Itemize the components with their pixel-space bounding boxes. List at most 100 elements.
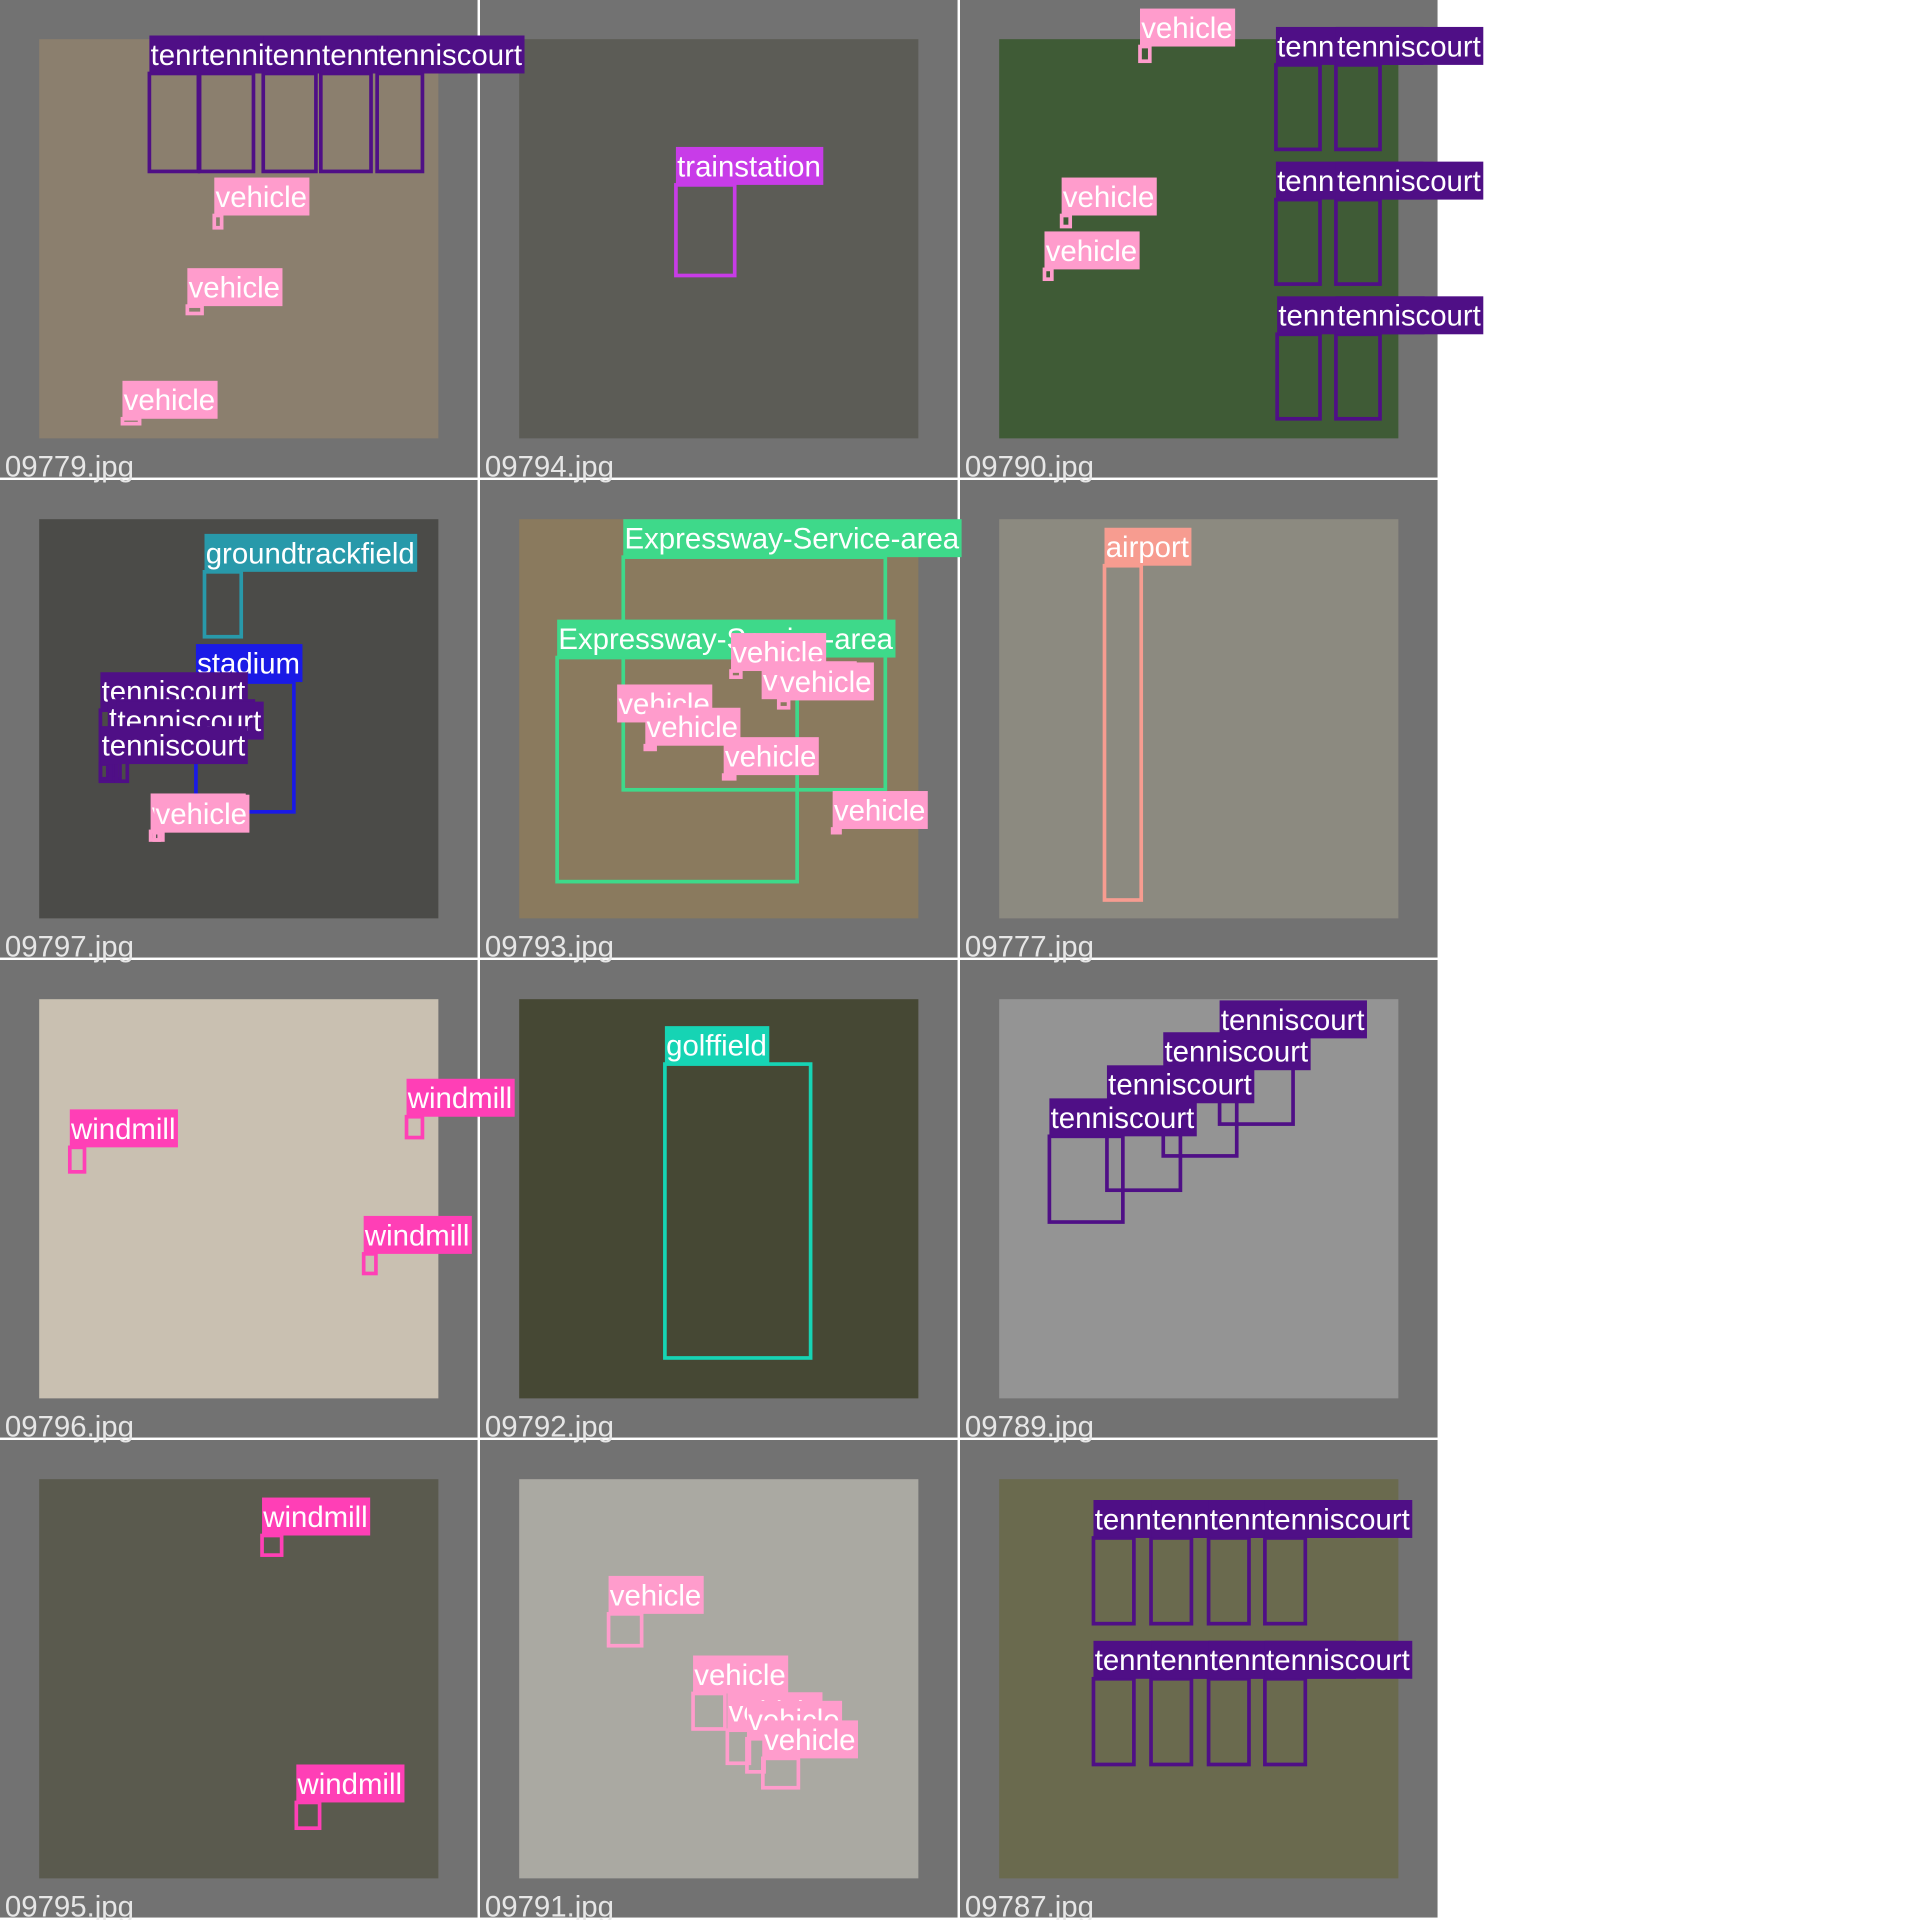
aerial-image xyxy=(39,1479,439,1879)
label-background xyxy=(187,268,283,307)
label-background xyxy=(675,146,824,185)
label-text: tenniscourt xyxy=(1108,1069,1252,1102)
label-text: windmill xyxy=(262,1501,367,1534)
label-text: tenniscourt xyxy=(1337,300,1481,333)
label-text: vehicle xyxy=(610,1579,701,1612)
box-label: trainstation xyxy=(675,146,824,185)
label-background xyxy=(762,1720,858,1759)
label-text: Expressway-Service-area xyxy=(624,523,959,556)
file-name: 09794.jpg xyxy=(485,450,614,483)
label-text: vehicle xyxy=(725,741,816,774)
label-text: golffield xyxy=(666,1030,767,1063)
label-background xyxy=(122,380,218,419)
box-label: tenniscourt xyxy=(1219,1000,1367,1039)
label-background xyxy=(832,791,928,829)
label-text: vehicle xyxy=(647,711,738,744)
label-text: vehicle xyxy=(1046,235,1137,268)
box-label: vehicle xyxy=(1140,8,1236,47)
bounding-box xyxy=(621,555,888,792)
label-text: windmill xyxy=(70,1113,175,1146)
box-label: tenniscourt xyxy=(1335,161,1484,200)
box-label: vehicle xyxy=(122,380,218,419)
box-label: vehicle xyxy=(608,1575,704,1614)
file-name: 09790.jpg xyxy=(965,450,1094,483)
label-text: vehicle xyxy=(694,1659,785,1692)
box-label: vehicle xyxy=(762,1720,858,1759)
box-label: vehicle xyxy=(187,268,283,307)
box-label: vehicle xyxy=(154,794,250,833)
file-name: 09787.jpg xyxy=(965,1890,1094,1920)
box-label: vehicle xyxy=(1061,177,1157,216)
box-label: windmill xyxy=(262,1497,371,1536)
label-background xyxy=(296,1764,405,1803)
box-label: Expressway-Service-area xyxy=(557,619,896,658)
file-name: 09795.jpg xyxy=(5,1890,134,1920)
label-background xyxy=(214,177,310,216)
bounding-box xyxy=(830,827,842,835)
box-label: vehicle xyxy=(832,791,928,829)
label-text: vehicle xyxy=(834,794,925,827)
box-label: tenniscourt xyxy=(1163,1032,1311,1071)
label-background xyxy=(377,35,525,74)
box-label: airport xyxy=(1104,527,1192,566)
bounding-box xyxy=(375,71,425,174)
label-text: vehicle xyxy=(124,384,215,417)
label-text: vehicle xyxy=(1141,12,1232,45)
label-background xyxy=(623,519,962,558)
label-background xyxy=(100,726,248,765)
label-text: tenniscourt xyxy=(102,730,246,763)
label-background xyxy=(778,662,874,701)
label-text: tenniscourt xyxy=(1051,1102,1195,1135)
label-text: tenniscourt xyxy=(378,39,522,72)
label-background xyxy=(1140,8,1236,47)
bounding-box xyxy=(318,71,373,174)
box-label: tenniscourt xyxy=(377,35,525,74)
label-background xyxy=(1163,1032,1311,1071)
bounding-box xyxy=(404,1114,425,1140)
label-background xyxy=(664,1026,770,1065)
label-background xyxy=(1335,296,1484,335)
box-label: vehicle xyxy=(723,737,819,776)
file-name: 09777.jpg xyxy=(965,930,1094,963)
label-text: tenniscourt xyxy=(1266,1644,1410,1677)
file-name: 09796.jpg xyxy=(5,1410,134,1443)
label-background xyxy=(1335,26,1484,65)
label-text: vehicle xyxy=(156,798,247,831)
label-text: vehicle xyxy=(189,272,280,305)
box-label: vehicle xyxy=(1044,231,1140,270)
box-label: tenniscourt xyxy=(1106,1065,1255,1104)
label-text: vehicle xyxy=(1063,181,1154,214)
box-label: tenniscourt xyxy=(1335,26,1484,65)
label-text: tenniscourt xyxy=(1164,1036,1308,1069)
label-text: windmill xyxy=(364,1219,469,1252)
file-name: 09791.jpg xyxy=(485,1890,614,1920)
label-text: vehicle xyxy=(216,181,307,214)
box-label: vehicle xyxy=(214,177,310,216)
bounding-box xyxy=(197,71,256,174)
bounding-box xyxy=(261,71,318,174)
box-label: Expressway-Service-area xyxy=(623,519,962,558)
box-label: vehicle xyxy=(778,662,874,701)
label-text: tenniscourt xyxy=(1337,165,1481,198)
label-text: trainstation xyxy=(677,150,821,183)
box-label: windmill xyxy=(69,1109,178,1148)
file-name: 09789.jpg xyxy=(965,1410,1094,1443)
label-background xyxy=(1104,527,1192,566)
label-text: tenniscourt xyxy=(1337,30,1481,63)
bounding-box xyxy=(643,743,657,752)
file-name: 09797.jpg xyxy=(5,930,134,963)
label-background xyxy=(262,1497,371,1536)
label-background xyxy=(1264,1500,1413,1538)
label-text: airport xyxy=(1106,531,1189,564)
label-text: tenniscourt xyxy=(1221,1004,1365,1037)
label-background xyxy=(1061,177,1157,216)
label-background xyxy=(204,533,418,572)
box-label: stadium xyxy=(195,644,303,683)
label-text: vehicle xyxy=(764,1724,855,1757)
box-label: tenniscourt xyxy=(1049,1098,1197,1137)
label-background xyxy=(69,1109,178,1148)
label-background xyxy=(363,1215,472,1254)
box-label: golffield xyxy=(664,1026,770,1065)
label-background xyxy=(1044,231,1140,270)
